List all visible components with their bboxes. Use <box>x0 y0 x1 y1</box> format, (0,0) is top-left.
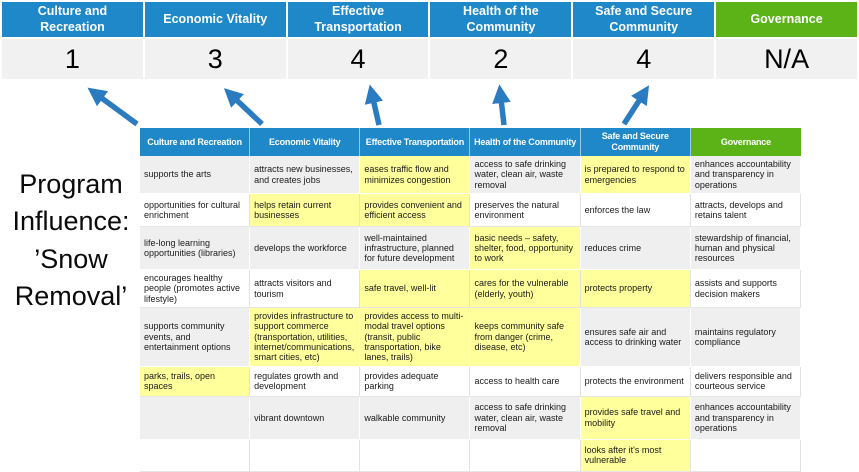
matrix-body: supports the arts attracts new businesses… <box>140 156 801 472</box>
matrix-cell-highlighted: looks after it's most vulnerable <box>580 439 691 472</box>
matrix-cell: well-maintained infrastructure, planned … <box>360 227 471 271</box>
matrix-cell: supports the arts <box>140 156 251 195</box>
priority-header-safe-and-secure-community: Safe and Secure Community <box>573 2 715 37</box>
matrix-cell <box>140 439 251 472</box>
priority-score-health-of-the-community: 2 <box>430 39 572 79</box>
priority-score-culture-and-recreation: 1 <box>2 39 143 79</box>
matrix-cell: maintains regulatory compliance <box>690 308 801 367</box>
matrix-cell: encourages healthy people (promotes acti… <box>140 270 251 309</box>
matrix-cell <box>140 396 251 440</box>
matrix-header-governance: Governance <box>690 128 801 156</box>
matrix-cell-highlighted: provides access to multi-modal travel op… <box>360 308 471 367</box>
matrix-header-safe-and-secure-community: Safe and Secure Community <box>580 128 691 156</box>
matrix-cell: enforces the law <box>580 194 691 228</box>
matrix-cell-highlighted: cares for the vulnerable (elderly, youth… <box>470 270 581 309</box>
matrix-cell: opportunities for cultural enrichment <box>140 194 251 228</box>
matrix-cell <box>690 439 801 472</box>
matrix-row: supports community events, and entertain… <box>140 308 801 367</box>
matrix-header-effective-transportation: Effective Transportation <box>360 128 471 156</box>
matrix-header-economic-vitality: Economic Vitality <box>250 128 361 156</box>
influence-arrow-safe-secure <box>621 85 650 126</box>
matrix-cell-highlighted: keeps community safe from danger (crime,… <box>470 308 581 367</box>
matrix-row: looks after it's most vulnerable <box>140 439 801 472</box>
matrix-cell-highlighted: is prepared to respond to emergencies <box>580 156 691 195</box>
matrix-cell: attracts visitors and tourism <box>250 270 361 309</box>
matrix-cell <box>250 439 361 472</box>
matrix-cell-highlighted: provides convenient and efficient access <box>360 194 471 228</box>
matrix-cell <box>360 439 471 472</box>
matrix-cell: develops the workforce <box>250 227 361 271</box>
priority-header-governance: Governance <box>716 2 857 37</box>
matrix-cell: delivers responsible and courteous servi… <box>690 366 801 397</box>
matrix-row: encourages healthy people (promotes acti… <box>140 270 801 309</box>
matrix-row: supports the arts attracts new businesses… <box>140 156 801 195</box>
matrix-cell: ensures safe air and access to drinking … <box>580 308 691 367</box>
matrix-cell: access to safe drinking water, clean air… <box>470 396 581 440</box>
influence-arrows <box>87 84 650 127</box>
matrix-row: opportunities for cultural enrichment hel… <box>140 194 801 228</box>
matrix-cell-highlighted: basic needs – safety, shelter, food, opp… <box>470 227 581 271</box>
influence-arrow-health-community <box>492 84 511 126</box>
priority-header-effective-transportation: Effective Transportation <box>287 2 429 37</box>
matrix-cell: attracts, develops and retains talent <box>690 194 801 228</box>
matrix-cell: enhances accountability and transparency… <box>690 396 801 440</box>
matrix-cell: access to health care <box>470 366 581 397</box>
matrix-cell: access to safe drinking water, clean air… <box>470 156 581 195</box>
influence-matrix: Culture and Recreation Economic Vitality E… <box>140 128 801 472</box>
priority-header-culture-and-recreation: Culture and Recreation <box>2 2 143 37</box>
program-influence-label: Program Influence: ’Snow Removal’ <box>12 169 130 311</box>
matrix-header-culture-and-recreation: Culture and Recreation <box>140 128 251 156</box>
matrix-cell: attracts new businesses, and creates job… <box>250 156 361 195</box>
matrix-cell-highlighted: helps retain current businesses <box>250 194 361 228</box>
matrix-cell: assists and supports decision makers <box>690 270 801 309</box>
matrix-cell: enhances accountability and transparency… <box>690 156 801 195</box>
matrix-cell: regulates growth and development <box>250 366 361 397</box>
matrix-header-health-of-the-community: Health of the Community <box>470 128 581 156</box>
matrix-cell: life-long learning opportunities (librar… <box>140 227 251 271</box>
matrix-row: parks, trails, open spaces regulates grow… <box>140 366 801 397</box>
matrix-cell: walkable community <box>360 396 471 440</box>
matrix-cell: protects the environment <box>580 366 691 397</box>
matrix-cell: supports community events, and entertain… <box>140 308 251 367</box>
matrix-cell <box>470 439 581 472</box>
matrix-cell-highlighted: provides safe travel and mobility <box>580 396 691 440</box>
priority-header-economic-vitality: Economic Vitality <box>144 2 286 37</box>
matrix-cell: preserves the natural environment <box>470 194 581 228</box>
scoreboard: Culture and Recreation Economic Vitality E… <box>2 2 857 79</box>
priority-score-governance: N/A <box>716 39 857 79</box>
matrix-cell-highlighted: eases traffic flow and minimizes congest… <box>360 156 471 195</box>
priority-score-economic-vitality: 3 <box>144 39 286 79</box>
matrix-cell-highlighted: safe travel, well-lit <box>360 270 471 309</box>
matrix-cell-highlighted: protects property <box>580 270 691 309</box>
matrix-row: life-long learning opportunities (librar… <box>140 227 801 271</box>
priority-header-health-of-the-community: Health of the Community <box>430 2 572 37</box>
matrix-row: vibrant downtown walkable community access… <box>140 396 801 440</box>
matrix-cell: provides adequate parking <box>360 366 471 397</box>
matrix-cell: vibrant downtown <box>250 396 361 440</box>
influence-arrow-effective-transportation <box>364 84 384 126</box>
priority-score-effective-transportation: 4 <box>287 39 429 79</box>
influence-arrow-economic-vitality <box>223 88 264 127</box>
matrix-cell: reduces crime <box>580 227 691 271</box>
matrix-cell-highlighted: parks, trails, open spaces <box>140 366 251 397</box>
matrix-header-row: Culture and Recreation Economic Vitality E… <box>140 128 801 156</box>
matrix-cell: stewardship of financial, human and phys… <box>690 227 801 271</box>
matrix-cell-highlighted: provides infrastructure to support comme… <box>250 308 361 367</box>
priority-score-safe-and-secure-community: 4 <box>573 39 715 79</box>
influence-arrow-culture-recreation <box>87 87 139 127</box>
